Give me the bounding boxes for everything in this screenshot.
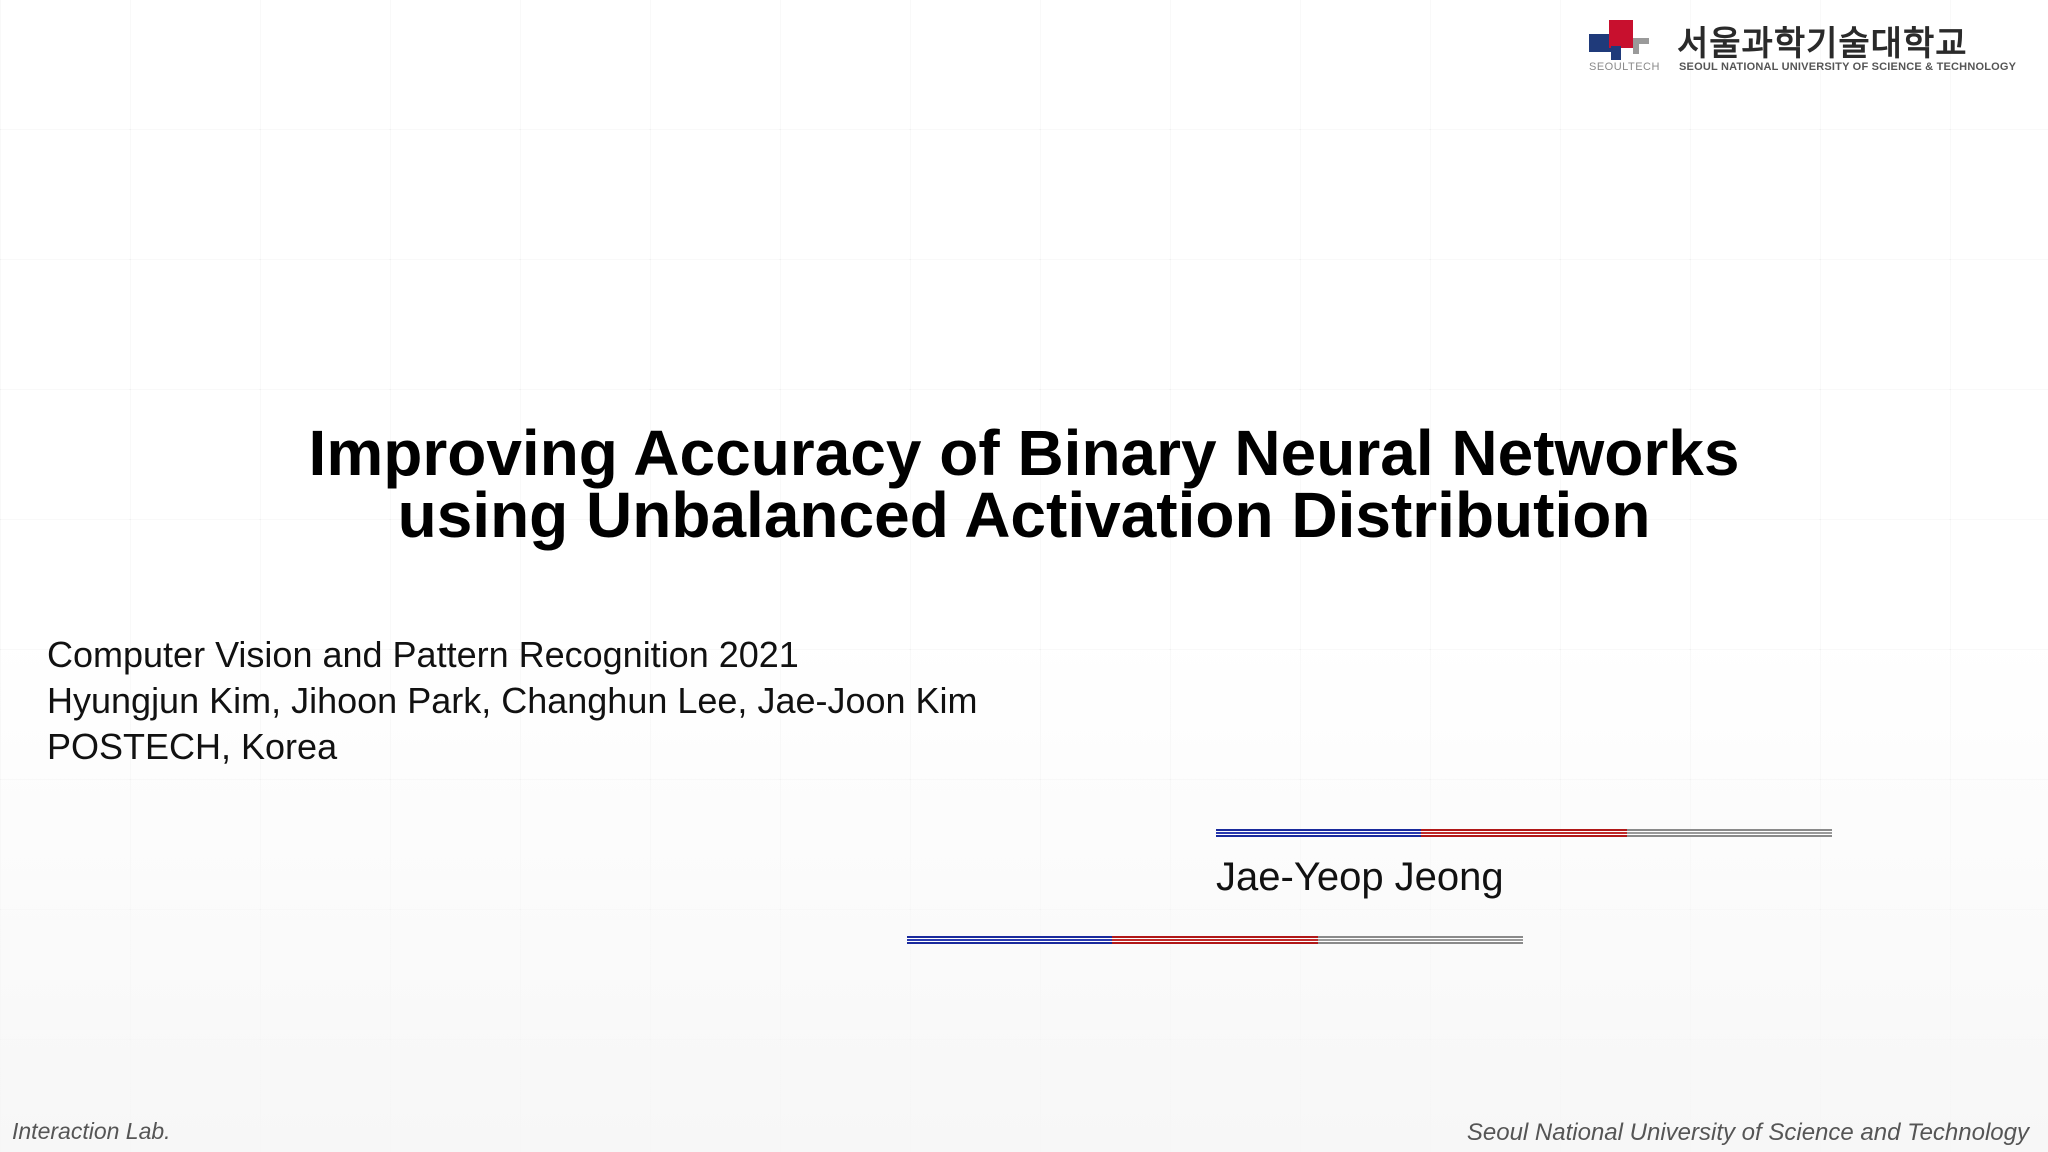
decorative-line-gray bbox=[1626, 829, 1832, 837]
author-list: Hyungjun Kim, Jihoon Park, Changhun Lee,… bbox=[47, 680, 978, 721]
paper-info: Computer Vision and Pattern Recognition … bbox=[47, 632, 978, 770]
conference-name: Computer Vision and Pattern Recognition … bbox=[47, 634, 799, 675]
affiliation: POSTECH, Korea bbox=[47, 726, 338, 767]
decorative-line-blue bbox=[1216, 829, 1422, 837]
university-english-name: SEOUL NATIONAL UNIVERSITY OF SCIENCE & T… bbox=[1679, 61, 2017, 73]
decorative-line-top bbox=[1216, 829, 1832, 837]
university-korean-name: 서울과학기술대학교 bbox=[1677, 24, 1968, 64]
decorative-line-blue bbox=[907, 936, 1113, 944]
slide-title: Improving Accuracy of Binary Neural Netw… bbox=[0, 417, 2048, 551]
university-short-name: SEOULTECH bbox=[1589, 61, 1660, 73]
seoultech-emblem-icon bbox=[1589, 20, 1671, 66]
footer-university-name: Seoul National University of Science and… bbox=[1466, 1119, 2029, 1146]
title-line-1: Improving Accuracy of Binary Neural Netw… bbox=[308, 417, 1740, 489]
title-line-2: using Unbalanced Activation Distribution bbox=[397, 479, 1651, 551]
university-logo: 서울과학기술대학교 SEOULTECH SEOUL NATIONAL UNIVE… bbox=[1589, 18, 2029, 78]
footer-lab-name: Interaction Lab. bbox=[12, 1118, 171, 1144]
decorative-line-bottom bbox=[907, 936, 1523, 944]
decorative-line-red bbox=[1112, 936, 1318, 944]
decorative-line-gray bbox=[1317, 936, 1523, 944]
decorative-line-red bbox=[1421, 829, 1627, 837]
presenter-name: Jae-Yeop Jeong bbox=[1216, 855, 1504, 899]
